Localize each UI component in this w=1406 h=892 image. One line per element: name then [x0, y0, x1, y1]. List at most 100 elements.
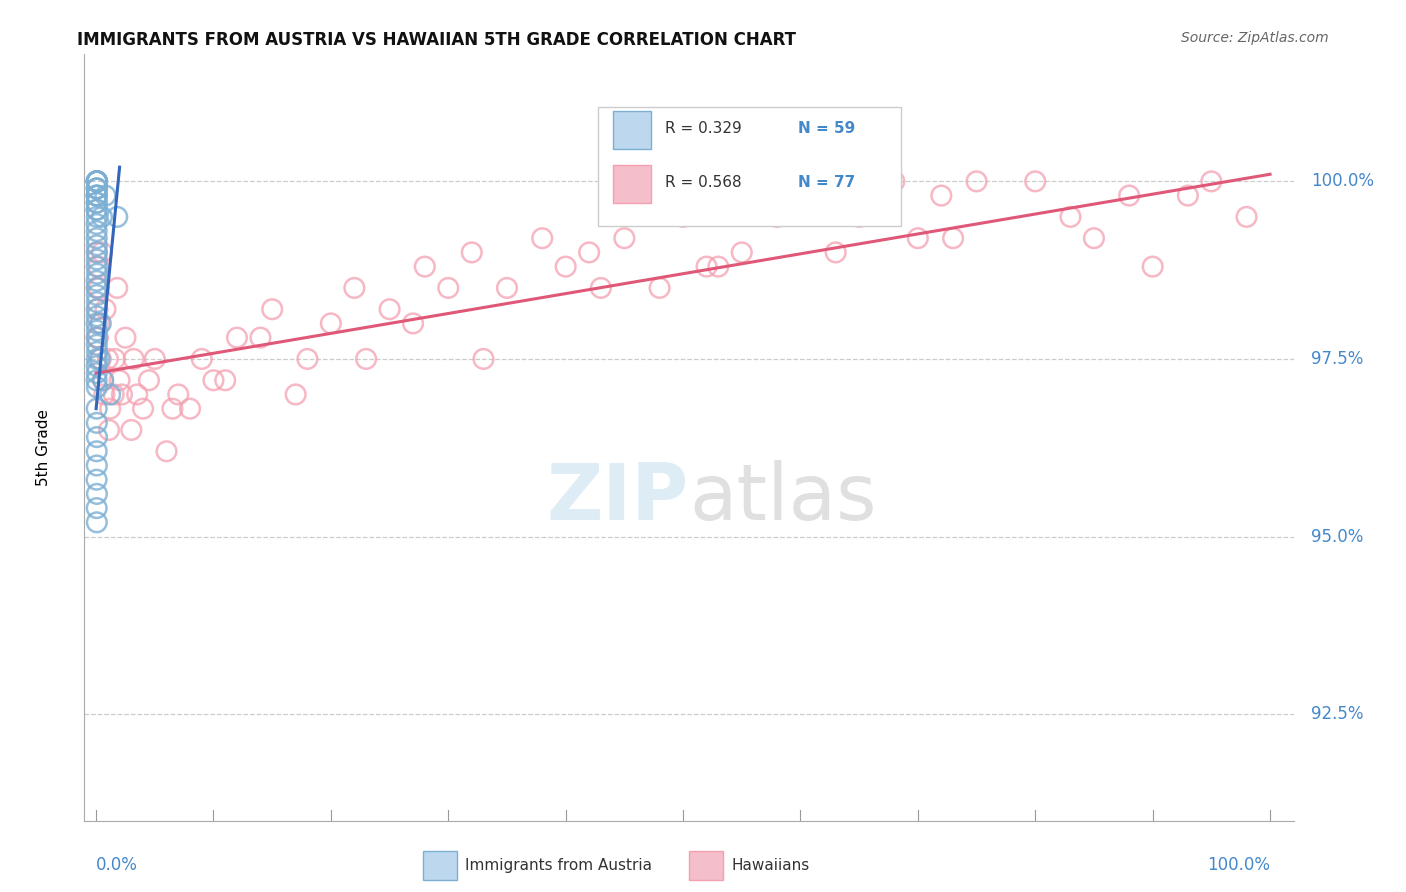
Point — [86, 174, 108, 188]
Point — [613, 231, 636, 245]
Point — [942, 231, 965, 245]
Text: N = 77: N = 77 — [797, 175, 855, 190]
Point — [93, 387, 115, 401]
Point — [262, 302, 284, 317]
Point — [1059, 210, 1081, 224]
Point — [578, 245, 600, 260]
Point — [86, 281, 108, 295]
Point — [86, 351, 108, 366]
Point — [155, 444, 177, 458]
Point — [138, 373, 160, 387]
Text: Source: ZipAtlas.com: Source: ZipAtlas.com — [1181, 31, 1329, 45]
Point — [249, 331, 271, 345]
Point — [86, 458, 108, 473]
Point — [86, 302, 108, 317]
Point — [86, 238, 108, 252]
Point — [86, 202, 108, 217]
Point — [103, 387, 125, 401]
Point — [86, 188, 108, 202]
Point — [472, 351, 495, 366]
Point — [86, 331, 108, 345]
Point — [86, 210, 108, 224]
Point — [86, 310, 108, 324]
Point — [789, 188, 811, 202]
Point — [86, 359, 108, 373]
Point — [86, 416, 108, 430]
Point — [672, 210, 695, 224]
Point — [696, 260, 718, 274]
Point — [86, 231, 108, 245]
Point — [86, 174, 108, 188]
Text: 92.5%: 92.5% — [1312, 705, 1364, 723]
Point — [105, 281, 128, 295]
FancyBboxPatch shape — [689, 851, 723, 880]
Point — [86, 344, 108, 359]
Point — [87, 260, 110, 274]
Point — [413, 260, 436, 274]
Point — [86, 195, 108, 210]
Point — [354, 351, 377, 366]
Point — [98, 423, 121, 437]
Point — [86, 302, 108, 317]
Point — [86, 202, 108, 217]
Point — [86, 380, 108, 394]
Point — [86, 473, 108, 487]
Point — [86, 174, 108, 188]
Point — [91, 373, 114, 387]
Point — [143, 351, 166, 366]
Point — [127, 387, 149, 401]
Point — [883, 174, 905, 188]
Text: 95.0%: 95.0% — [1312, 527, 1364, 546]
Point — [87, 281, 110, 295]
Point — [284, 387, 307, 401]
Point — [86, 252, 108, 267]
Point — [1024, 174, 1046, 188]
Point — [531, 231, 554, 245]
Point — [86, 267, 108, 281]
Point — [86, 174, 108, 188]
Point — [86, 317, 108, 331]
Point — [120, 423, 142, 437]
Point — [89, 317, 111, 331]
Text: IMMIGRANTS FROM AUSTRIA VS HAWAIIAN 5TH GRADE CORRELATION CHART: IMMIGRANTS FROM AUSTRIA VS HAWAIIAN 5TH … — [77, 31, 796, 49]
Point — [202, 373, 225, 387]
Point — [91, 210, 114, 224]
Point — [86, 245, 108, 260]
Point — [1201, 174, 1223, 188]
Point — [1083, 231, 1105, 245]
Point — [108, 373, 131, 387]
Point — [648, 281, 671, 295]
Point — [226, 331, 249, 345]
Point — [1142, 260, 1164, 274]
Point — [343, 281, 366, 295]
Point — [86, 174, 108, 188]
Point — [86, 430, 108, 444]
Point — [86, 501, 108, 516]
Text: N = 59: N = 59 — [797, 121, 855, 136]
Text: 97.5%: 97.5% — [1312, 350, 1364, 368]
Point — [162, 401, 184, 416]
Point — [94, 188, 117, 202]
Point — [105, 210, 128, 224]
Point — [402, 317, 425, 331]
Point — [91, 373, 114, 387]
Point — [86, 188, 108, 202]
Point — [111, 387, 134, 401]
Point — [90, 317, 112, 331]
Text: R = 0.329: R = 0.329 — [665, 121, 741, 136]
Point — [496, 281, 519, 295]
Point — [98, 387, 121, 401]
Point — [707, 260, 730, 274]
Point — [86, 260, 108, 274]
Point — [179, 401, 201, 416]
Point — [90, 351, 112, 366]
Point — [114, 331, 136, 345]
Point — [86, 217, 108, 231]
Point — [86, 274, 108, 288]
Point — [86, 331, 108, 345]
Text: 100.0%: 100.0% — [1312, 172, 1374, 190]
Point — [190, 351, 212, 366]
Point — [87, 331, 110, 345]
Point — [86, 174, 108, 188]
Point — [86, 224, 108, 238]
